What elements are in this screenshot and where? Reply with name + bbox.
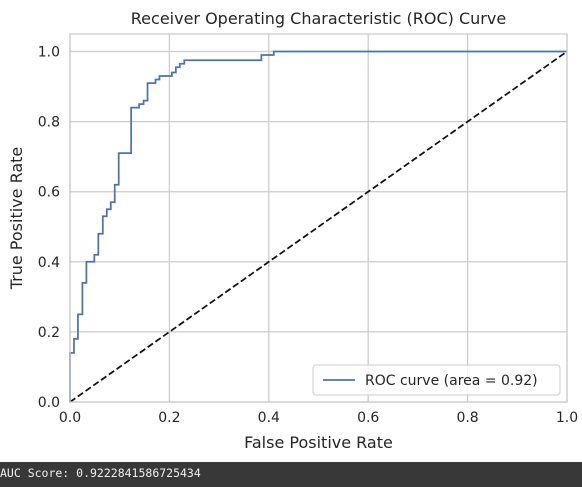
x-tick-label: 1.0 [556, 410, 578, 426]
chance-diagonal-line [69, 50, 568, 403]
roc-curve-line [69, 50, 567, 402]
x-tick-label: 0.2 [158, 410, 180, 426]
legend: ROC curve (area = 0.92) [312, 364, 561, 396]
plot-frame [69, 33, 568, 403]
y-tick-label: 0.4 [38, 255, 60, 271]
x-tick-label: 0.0 [59, 410, 81, 426]
auc-score-text: AUC Score: 0.9222841586725434 [0, 466, 201, 480]
legend-label: ROC curve (area = 0.92) [365, 373, 538, 389]
x-tick-label: 0.4 [258, 410, 280, 426]
y-tick-label: 0.6 [38, 185, 60, 201]
chart-title: Receiver Operating Characteristic (ROC) … [131, 9, 506, 28]
legend-box [312, 364, 561, 396]
y-tick-label: 0.2 [38, 325, 60, 341]
x-tick-label: 0.6 [357, 410, 379, 426]
y-tick-label: 0.8 [38, 115, 60, 131]
y-tick-label: 0.0 [38, 395, 60, 411]
x-axis-label: False Positive Rate [244, 433, 393, 452]
series-layer [69, 50, 568, 403]
tick-labels: 0.0 0.2 0.4 0.6 0.8 1.0 0.0 0.2 0.4 0.6 0.8 1.0 [38, 45, 578, 426]
y-axis-label: True Positive Rate [7, 147, 26, 291]
plot-background [70, 34, 567, 402]
x-tick-label: 0.8 [456, 410, 478, 426]
y-tick-label: 1.0 [38, 45, 60, 61]
console-output: AUC Score: 0.9222841586725434 [0, 462, 582, 487]
